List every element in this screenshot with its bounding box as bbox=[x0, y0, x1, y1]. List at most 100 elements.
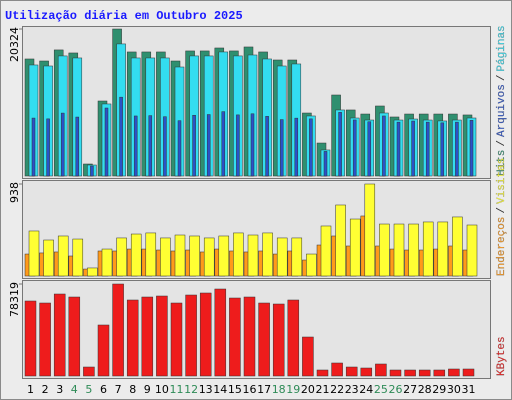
bar bbox=[360, 367, 373, 377]
bar bbox=[425, 121, 430, 177]
bar bbox=[214, 288, 227, 377]
bar bbox=[393, 223, 405, 277]
legend-entry: Visitas bbox=[496, 158, 508, 204]
bar bbox=[130, 233, 142, 277]
bar bbox=[306, 253, 317, 277]
legend-entry: Endereços bbox=[496, 217, 508, 276]
bar bbox=[408, 223, 419, 277]
bar bbox=[104, 107, 109, 177]
legend-entry: Páginas bbox=[496, 25, 508, 71]
bar bbox=[316, 369, 329, 377]
x-tick-label: 19 bbox=[286, 383, 300, 396]
bar bbox=[31, 117, 36, 177]
bar bbox=[229, 297, 241, 377]
bar bbox=[437, 221, 449, 277]
x-tick-label: 26 bbox=[389, 383, 403, 396]
bar bbox=[396, 121, 401, 177]
bar bbox=[452, 216, 463, 277]
bar bbox=[243, 296, 256, 377]
x-tick-label: 23 bbox=[345, 383, 359, 396]
bar bbox=[338, 112, 342, 177]
bar bbox=[206, 114, 211, 177]
bar bbox=[177, 120, 182, 177]
x-tick-label: 24 bbox=[359, 383, 373, 396]
x-tick-label: 16 bbox=[243, 383, 257, 396]
x-tick-label: 27 bbox=[403, 383, 417, 396]
bar bbox=[87, 267, 98, 277]
bar bbox=[279, 119, 284, 177]
bar bbox=[185, 294, 197, 377]
bar bbox=[349, 218, 361, 277]
x-tick-label: 18 bbox=[272, 383, 286, 396]
x-tick-label: 13 bbox=[199, 383, 213, 396]
y-tick-label: 78319 bbox=[8, 282, 21, 317]
bar bbox=[97, 324, 110, 377]
bar bbox=[170, 302, 183, 377]
bar bbox=[309, 118, 313, 177]
bar bbox=[382, 115, 386, 177]
bar bbox=[294, 117, 299, 177]
x-tick-label: 22 bbox=[330, 383, 344, 396]
bar bbox=[112, 283, 124, 377]
x-tick-label: 30 bbox=[447, 383, 461, 396]
x-tick-label: 8 bbox=[129, 383, 136, 396]
x-tick-label: 1 bbox=[27, 383, 34, 396]
bar bbox=[455, 121, 459, 177]
chart-title: Utilização diária em Outubro 2025 bbox=[5, 9, 243, 23]
bar bbox=[265, 116, 269, 177]
bar bbox=[199, 292, 212, 377]
x-tick-label: 9 bbox=[144, 383, 151, 396]
x-tick-label: 11 bbox=[170, 383, 184, 396]
bar bbox=[203, 237, 215, 277]
y-tick-label: 938 bbox=[8, 182, 21, 203]
bar bbox=[24, 300, 37, 377]
bar bbox=[367, 121, 372, 177]
bar bbox=[126, 299, 139, 377]
x-tick-label: 20 bbox=[301, 383, 315, 396]
x-tick-label: 28 bbox=[418, 383, 432, 396]
bar bbox=[189, 235, 200, 277]
bar bbox=[364, 183, 376, 277]
bar bbox=[469, 120, 474, 177]
bar bbox=[160, 237, 171, 277]
bar bbox=[375, 363, 387, 377]
bar bbox=[345, 366, 358, 377]
y-tick-label: 20324 bbox=[8, 27, 21, 62]
x-tick-label: 7 bbox=[115, 383, 122, 396]
bar bbox=[448, 368, 460, 377]
bar bbox=[331, 362, 343, 377]
x-tick-label: 15 bbox=[228, 383, 242, 396]
x-tick-label: 10 bbox=[155, 383, 169, 396]
legend-separator: / bbox=[496, 140, 508, 147]
bar bbox=[141, 296, 154, 377]
legend-entry: KBytes bbox=[496, 336, 508, 376]
bar bbox=[352, 119, 357, 177]
bar bbox=[46, 118, 50, 177]
bar bbox=[68, 296, 81, 377]
bar bbox=[174, 234, 186, 277]
x-tick-label: 4 bbox=[71, 383, 78, 396]
bar bbox=[287, 299, 300, 377]
bar bbox=[119, 96, 123, 177]
x-tick-label: 29 bbox=[432, 383, 446, 396]
bar bbox=[148, 115, 153, 177]
bar bbox=[145, 232, 157, 277]
bar bbox=[43, 239, 54, 277]
bar bbox=[272, 303, 285, 377]
legend: KBytes bbox=[496, 336, 508, 376]
bar bbox=[276, 237, 288, 277]
bar bbox=[433, 369, 446, 377]
legend-entry: Arquivos bbox=[496, 84, 508, 137]
x-tick-label: 14 bbox=[213, 383, 227, 396]
x-tick-label: 3 bbox=[56, 383, 63, 396]
bar bbox=[53, 293, 66, 377]
bar bbox=[133, 115, 138, 177]
bar bbox=[291, 237, 303, 277]
bar bbox=[236, 114, 240, 177]
bar bbox=[379, 223, 390, 277]
bar bbox=[192, 114, 196, 177]
x-tick-label: 5 bbox=[85, 383, 92, 396]
bar bbox=[422, 221, 434, 277]
bar bbox=[323, 151, 328, 177]
